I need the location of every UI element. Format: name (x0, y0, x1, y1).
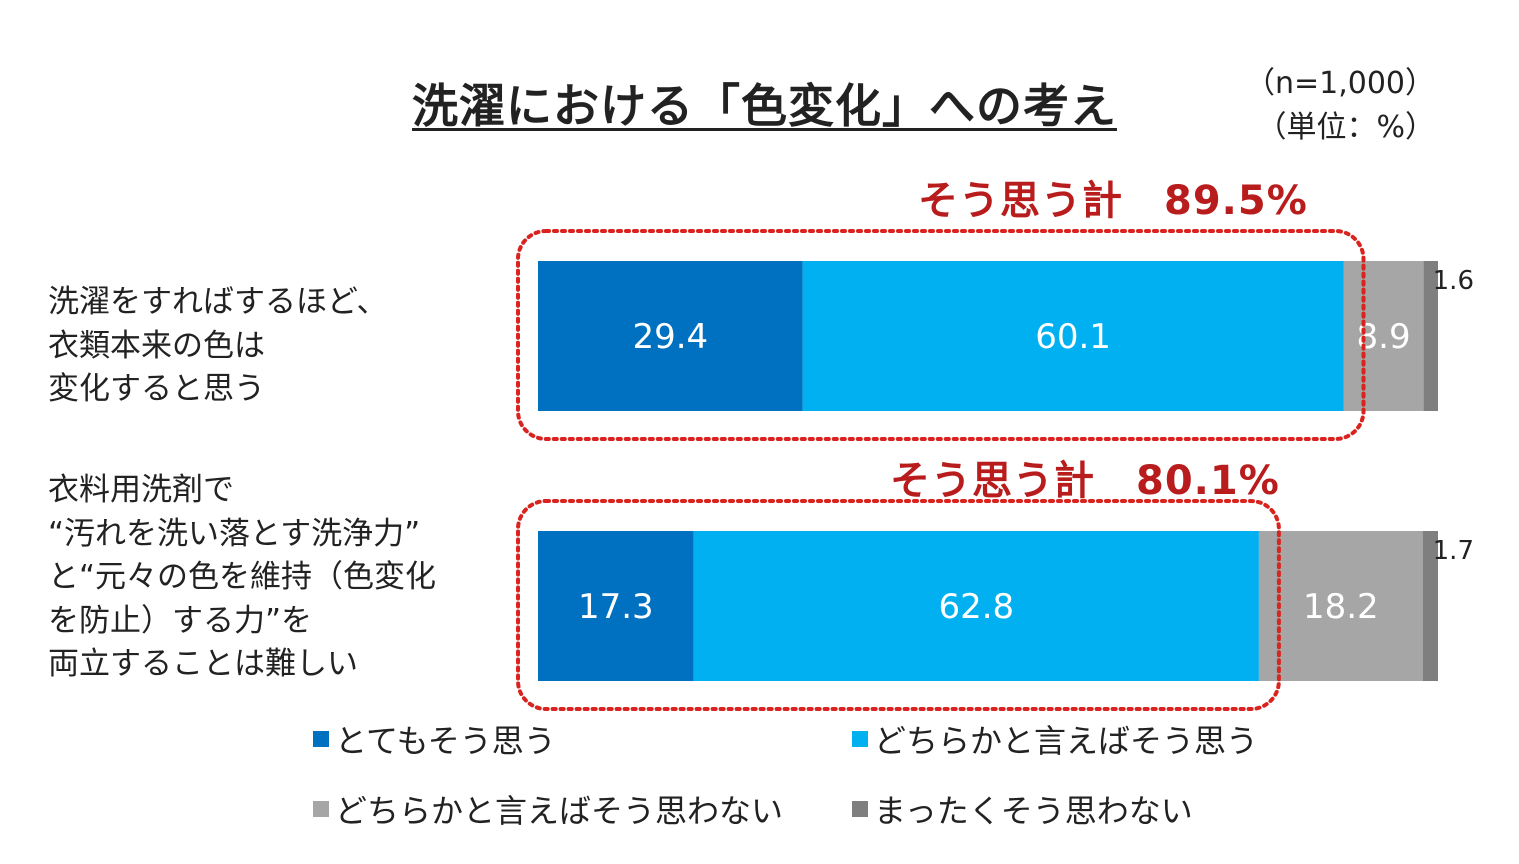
legend-swatch (852, 731, 868, 747)
data-label: 1.7 (1433, 536, 1474, 566)
data-label: 29.4 (632, 317, 708, 357)
legend-item-somewhat-disagree: どちらかと言えばそう思わない (313, 786, 783, 832)
legend-label: まったくそう思わない (874, 792, 1193, 830)
category-label-line: 両立することは難しい (48, 646, 358, 682)
legend-label: どちらかと言えばそう思う (874, 722, 1259, 760)
category-label-line: 洗濯をすればするほど、 (48, 284, 388, 320)
category-label-2: 衣料用洗剤で “汚れを洗い落とす洗浄力” と“元々の色を維持（色変化 を防止）す… (48, 469, 436, 687)
data-label: 62.8 (938, 587, 1014, 627)
category-label-1: 洗濯をすればするほど、 衣類本来の色は 変化すると思う (48, 281, 387, 412)
legend-item-somewhat-agree: どちらかと言えばそう思う (852, 716, 1258, 762)
total-agree-highlight (516, 499, 1281, 711)
total-agree-label-2: そう思う計 80.1% (890, 458, 1280, 504)
chart-title: 洗濯における「色変化」への考え (412, 79, 1117, 133)
category-label-line: を防止）する力”を (48, 602, 313, 639)
category-label-line: と“元々の色を維持（色変化 (48, 559, 437, 595)
category-label-line: 変化すると思う (48, 371, 265, 407)
bar-segment (1423, 261, 1438, 411)
legend-swatch (313, 731, 329, 747)
total-agree-label-1: そう思う計 89.5% (918, 178, 1308, 224)
bar-segment (538, 531, 694, 681)
legend-item-strongly-disagree: まったくそう思わない (852, 786, 1193, 832)
bar-segment (1422, 531, 1438, 681)
legend-label: どちらかと言えばそう思わない (335, 792, 784, 830)
data-label: 18.2 (1303, 587, 1379, 627)
legend-swatch (852, 801, 868, 817)
total-agree-highlight (516, 229, 1366, 441)
data-label: 1.6 (1433, 266, 1474, 296)
data-label: 17.3 (578, 587, 654, 627)
data-label: 8.9 (1357, 317, 1411, 357)
data-label: 60.1 (1035, 317, 1111, 357)
bar-segment (693, 531, 1259, 681)
bar-segment (1343, 261, 1424, 411)
bar-segment (538, 261, 803, 411)
category-label-line: 衣類本来の色は (48, 327, 265, 364)
legend-label: とてもそう思う (335, 722, 556, 760)
legend-item-very-agree: とてもそう思う (313, 716, 556, 762)
legend-swatch (313, 801, 329, 817)
category-label-line: 衣料用洗剤で (48, 472, 234, 508)
category-label-line: “汚れを洗い落とす洗浄力” (48, 515, 421, 552)
sample-size-note: （n=1,000） (1244, 66, 1435, 101)
unit-note: （単位：%） (1256, 110, 1435, 145)
bar-segment (1258, 531, 1423, 681)
bar-segment (802, 261, 1344, 411)
